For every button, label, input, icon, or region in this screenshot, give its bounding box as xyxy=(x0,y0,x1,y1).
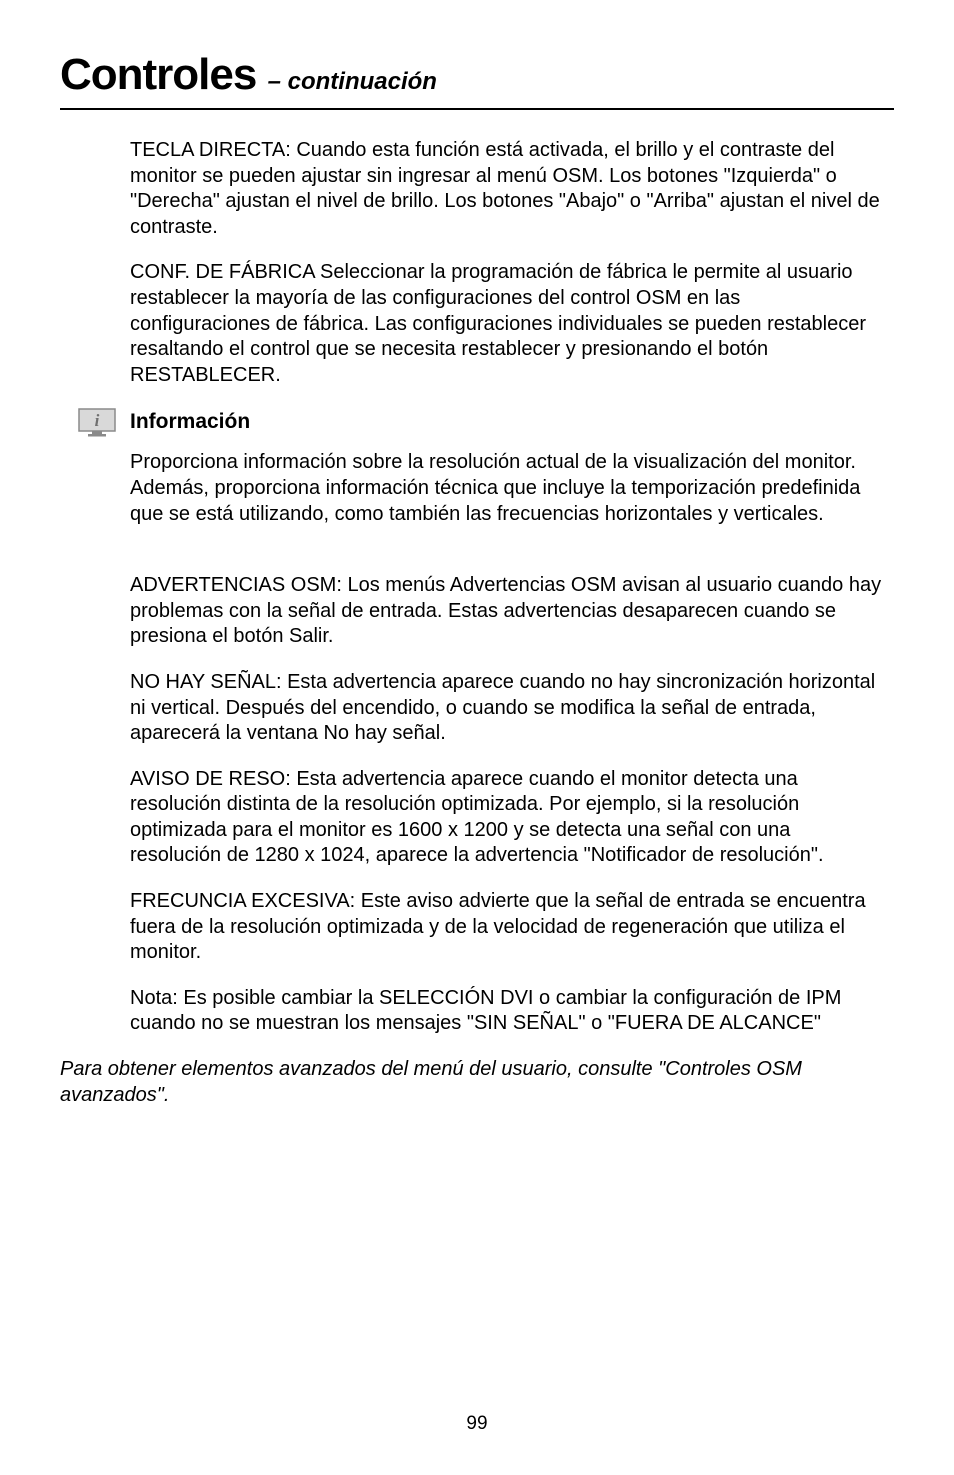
title-sub: – continuación xyxy=(268,68,437,95)
page-title: Controles – continuación xyxy=(60,50,894,100)
body-block-2: Proporciona información sobre la resoluc… xyxy=(130,450,884,1037)
info-section-row: i Información xyxy=(60,408,894,438)
para-frec: FRECUNCIA EXCESIVA: Este aviso advierte … xyxy=(130,889,884,966)
title-main: Controles xyxy=(60,50,256,99)
para-aviso: AVISO DE RESO: Esta advertencia aparece … xyxy=(130,767,884,869)
para-info-body: Proporciona información sobre la resoluc… xyxy=(130,450,884,527)
info-heading: Información xyxy=(130,408,250,434)
para-tecla: TECLA DIRECTA: Cuando esta función está … xyxy=(130,138,884,240)
para-nota: Nota: Es posible cambiar la SELECCIÓN DV… xyxy=(130,986,884,1037)
footnote: Para obtener elementos avanzados del men… xyxy=(60,1057,884,1108)
info-icon: i xyxy=(78,408,116,438)
para-nohay: NO HAY SEÑAL: Esta advertencia aparece c… xyxy=(130,670,884,747)
para-advert: ADVERTENCIAS OSM: Los menús Advertencias… xyxy=(130,573,884,650)
para-conf: CONF. DE FÁBRICA Seleccionar la programa… xyxy=(130,260,884,388)
body-block: TECLA DIRECTA: Cuando esta función está … xyxy=(130,138,884,388)
page-number: 99 xyxy=(0,1413,954,1435)
title-rule xyxy=(60,108,894,110)
svg-text:i: i xyxy=(95,411,100,430)
